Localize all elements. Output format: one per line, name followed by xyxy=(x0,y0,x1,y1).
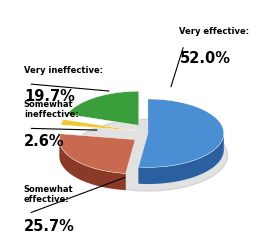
Polygon shape xyxy=(68,119,228,191)
Text: Very ineffective:: Very ineffective: xyxy=(24,66,103,75)
Polygon shape xyxy=(59,134,135,173)
Text: 2.6%: 2.6% xyxy=(24,134,65,149)
Polygon shape xyxy=(59,140,126,190)
Text: 52.0%: 52.0% xyxy=(179,51,230,66)
Text: Somewhat
effective:: Somewhat effective: xyxy=(24,185,73,204)
Text: 25.7%: 25.7% xyxy=(24,219,75,234)
Text: Very effective:: Very effective: xyxy=(179,27,249,36)
Polygon shape xyxy=(67,91,139,125)
Polygon shape xyxy=(60,119,135,131)
Polygon shape xyxy=(138,99,224,167)
Text: 19.7%: 19.7% xyxy=(24,89,75,104)
Polygon shape xyxy=(138,133,224,184)
Text: Somewhat
ineffective:: Somewhat ineffective: xyxy=(24,100,79,119)
